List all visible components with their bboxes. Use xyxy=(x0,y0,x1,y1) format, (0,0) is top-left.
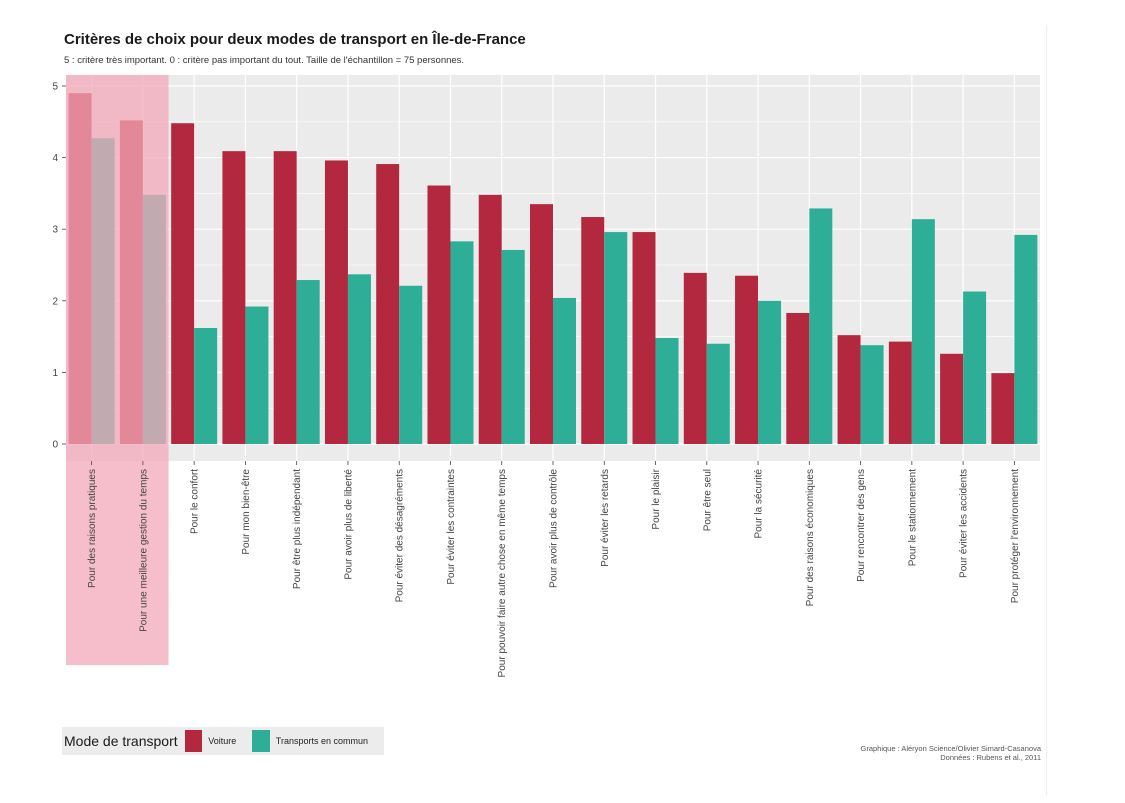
x-tick-label: Pour mon bien-être xyxy=(241,469,252,555)
right-border xyxy=(1046,25,1047,795)
x-tick-label: Pour rencontrer des gens xyxy=(856,469,867,582)
bar-transports-en-commun xyxy=(194,328,218,444)
bar-voiture xyxy=(991,373,1015,444)
y-tick-label: 0 xyxy=(52,440,58,451)
legend-title: Mode de transport xyxy=(64,733,178,749)
y-axis: 0 1 2 3 4 5 xyxy=(52,82,66,451)
x-axis: Pour des raisons pratiques Pour une meill… xyxy=(87,461,1021,677)
x-tick-label: Pour éviter les retards xyxy=(600,469,611,567)
x-tick-label: Pour protéger l'environnement xyxy=(1010,469,1021,603)
caption-line-graph: Graphique : Aléryon Science/Olivier Sima… xyxy=(860,744,1041,753)
x-tick-label: Pour le plaisir xyxy=(651,468,662,529)
bar-transports-en-commun xyxy=(655,338,679,444)
x-tick-label: Pour le confort xyxy=(190,469,201,534)
bar-transports-en-commun xyxy=(706,343,730,444)
x-tick-label: Pour la sécurité xyxy=(754,469,765,539)
legend-swatch-transports xyxy=(252,730,270,752)
bar-voiture xyxy=(427,185,451,445)
chart-title: Critères de choix pour deux modes de tra… xyxy=(64,31,526,48)
x-tick-label: Pour avoir plus de contrôle xyxy=(549,469,560,588)
bar-voiture xyxy=(376,164,400,444)
bar-voiture xyxy=(222,151,246,444)
x-tick-label: Pour être seul xyxy=(702,469,713,531)
highlight-overlay xyxy=(66,75,169,665)
y-tick-label: 5 xyxy=(52,82,58,93)
legend: Mode de transport Voiture Transports en … xyxy=(62,727,384,755)
bar-transports-en-commun xyxy=(963,291,987,444)
bar-voiture xyxy=(530,204,553,444)
bar-voiture xyxy=(478,194,502,444)
x-tick-label: Pour éviter les accidents xyxy=(959,469,970,578)
bar-voiture xyxy=(940,353,964,444)
bar-voiture xyxy=(324,160,348,445)
bar-voiture xyxy=(632,232,656,444)
x-tick-label: Pour le stationnement xyxy=(907,469,918,567)
x-tick-label: Pour des raisons économiques xyxy=(805,469,816,606)
x-tick-label: Pour éviter des désagréments xyxy=(395,469,406,602)
y-tick-label: 2 xyxy=(52,296,58,307)
bar-transports-en-commun xyxy=(911,219,935,444)
bar-voiture xyxy=(786,312,810,444)
bar-transports-en-commun xyxy=(860,345,884,444)
bar-transports-en-commun xyxy=(399,285,423,444)
caption-line-data: Données : Rubens et al., 2011 xyxy=(940,753,1041,762)
x-tick-label: Pour une meilleure gestion du temps xyxy=(138,469,149,632)
bar-voiture xyxy=(273,151,297,444)
bar-transports-en-commun xyxy=(809,208,833,444)
bar-transports-en-commun xyxy=(245,306,269,444)
bar-transports-en-commun xyxy=(296,280,320,444)
bar-voiture xyxy=(837,335,861,444)
bar-voiture xyxy=(683,272,707,444)
y-tick-label: 3 xyxy=(52,225,58,236)
caption: Graphique : Aléryon Science/Olivier Sima… xyxy=(860,744,1041,762)
legend-swatch-voiture xyxy=(184,730,203,752)
bar-voiture xyxy=(581,217,605,444)
bar-transports-en-commun xyxy=(450,241,474,444)
bar-transports-en-commun xyxy=(553,297,576,444)
chart-subtitle: 5 : critère très important. 0 : critère … xyxy=(64,55,465,66)
legend-label-voiture: Voiture xyxy=(208,736,237,746)
bar-voiture xyxy=(171,123,195,445)
bar-voiture xyxy=(735,275,759,444)
bar-transports-en-commun xyxy=(347,274,371,444)
y-tick-label: 1 xyxy=(52,368,58,379)
legend-label-transports: Transports en commun xyxy=(275,736,368,746)
bar-transports-en-commun xyxy=(1014,234,1038,444)
bar-transports-en-commun xyxy=(758,300,782,444)
x-tick-label: Pour pouvoir faire autre chose en même t… xyxy=(497,469,508,677)
bar-transports-en-commun xyxy=(501,249,525,444)
x-tick-label: Pour être plus indépendant xyxy=(292,469,303,589)
y-tick-label: 4 xyxy=(52,153,58,164)
bar-transports-en-commun xyxy=(604,232,628,444)
bar-voiture xyxy=(888,341,912,444)
x-tick-label: Pour éviter les contraintes xyxy=(446,469,457,585)
x-tick-label: Pour avoir plus de liberté xyxy=(343,469,354,580)
x-tick-label: Pour des raisons pratiques xyxy=(87,469,98,588)
highlight-box xyxy=(66,75,169,665)
